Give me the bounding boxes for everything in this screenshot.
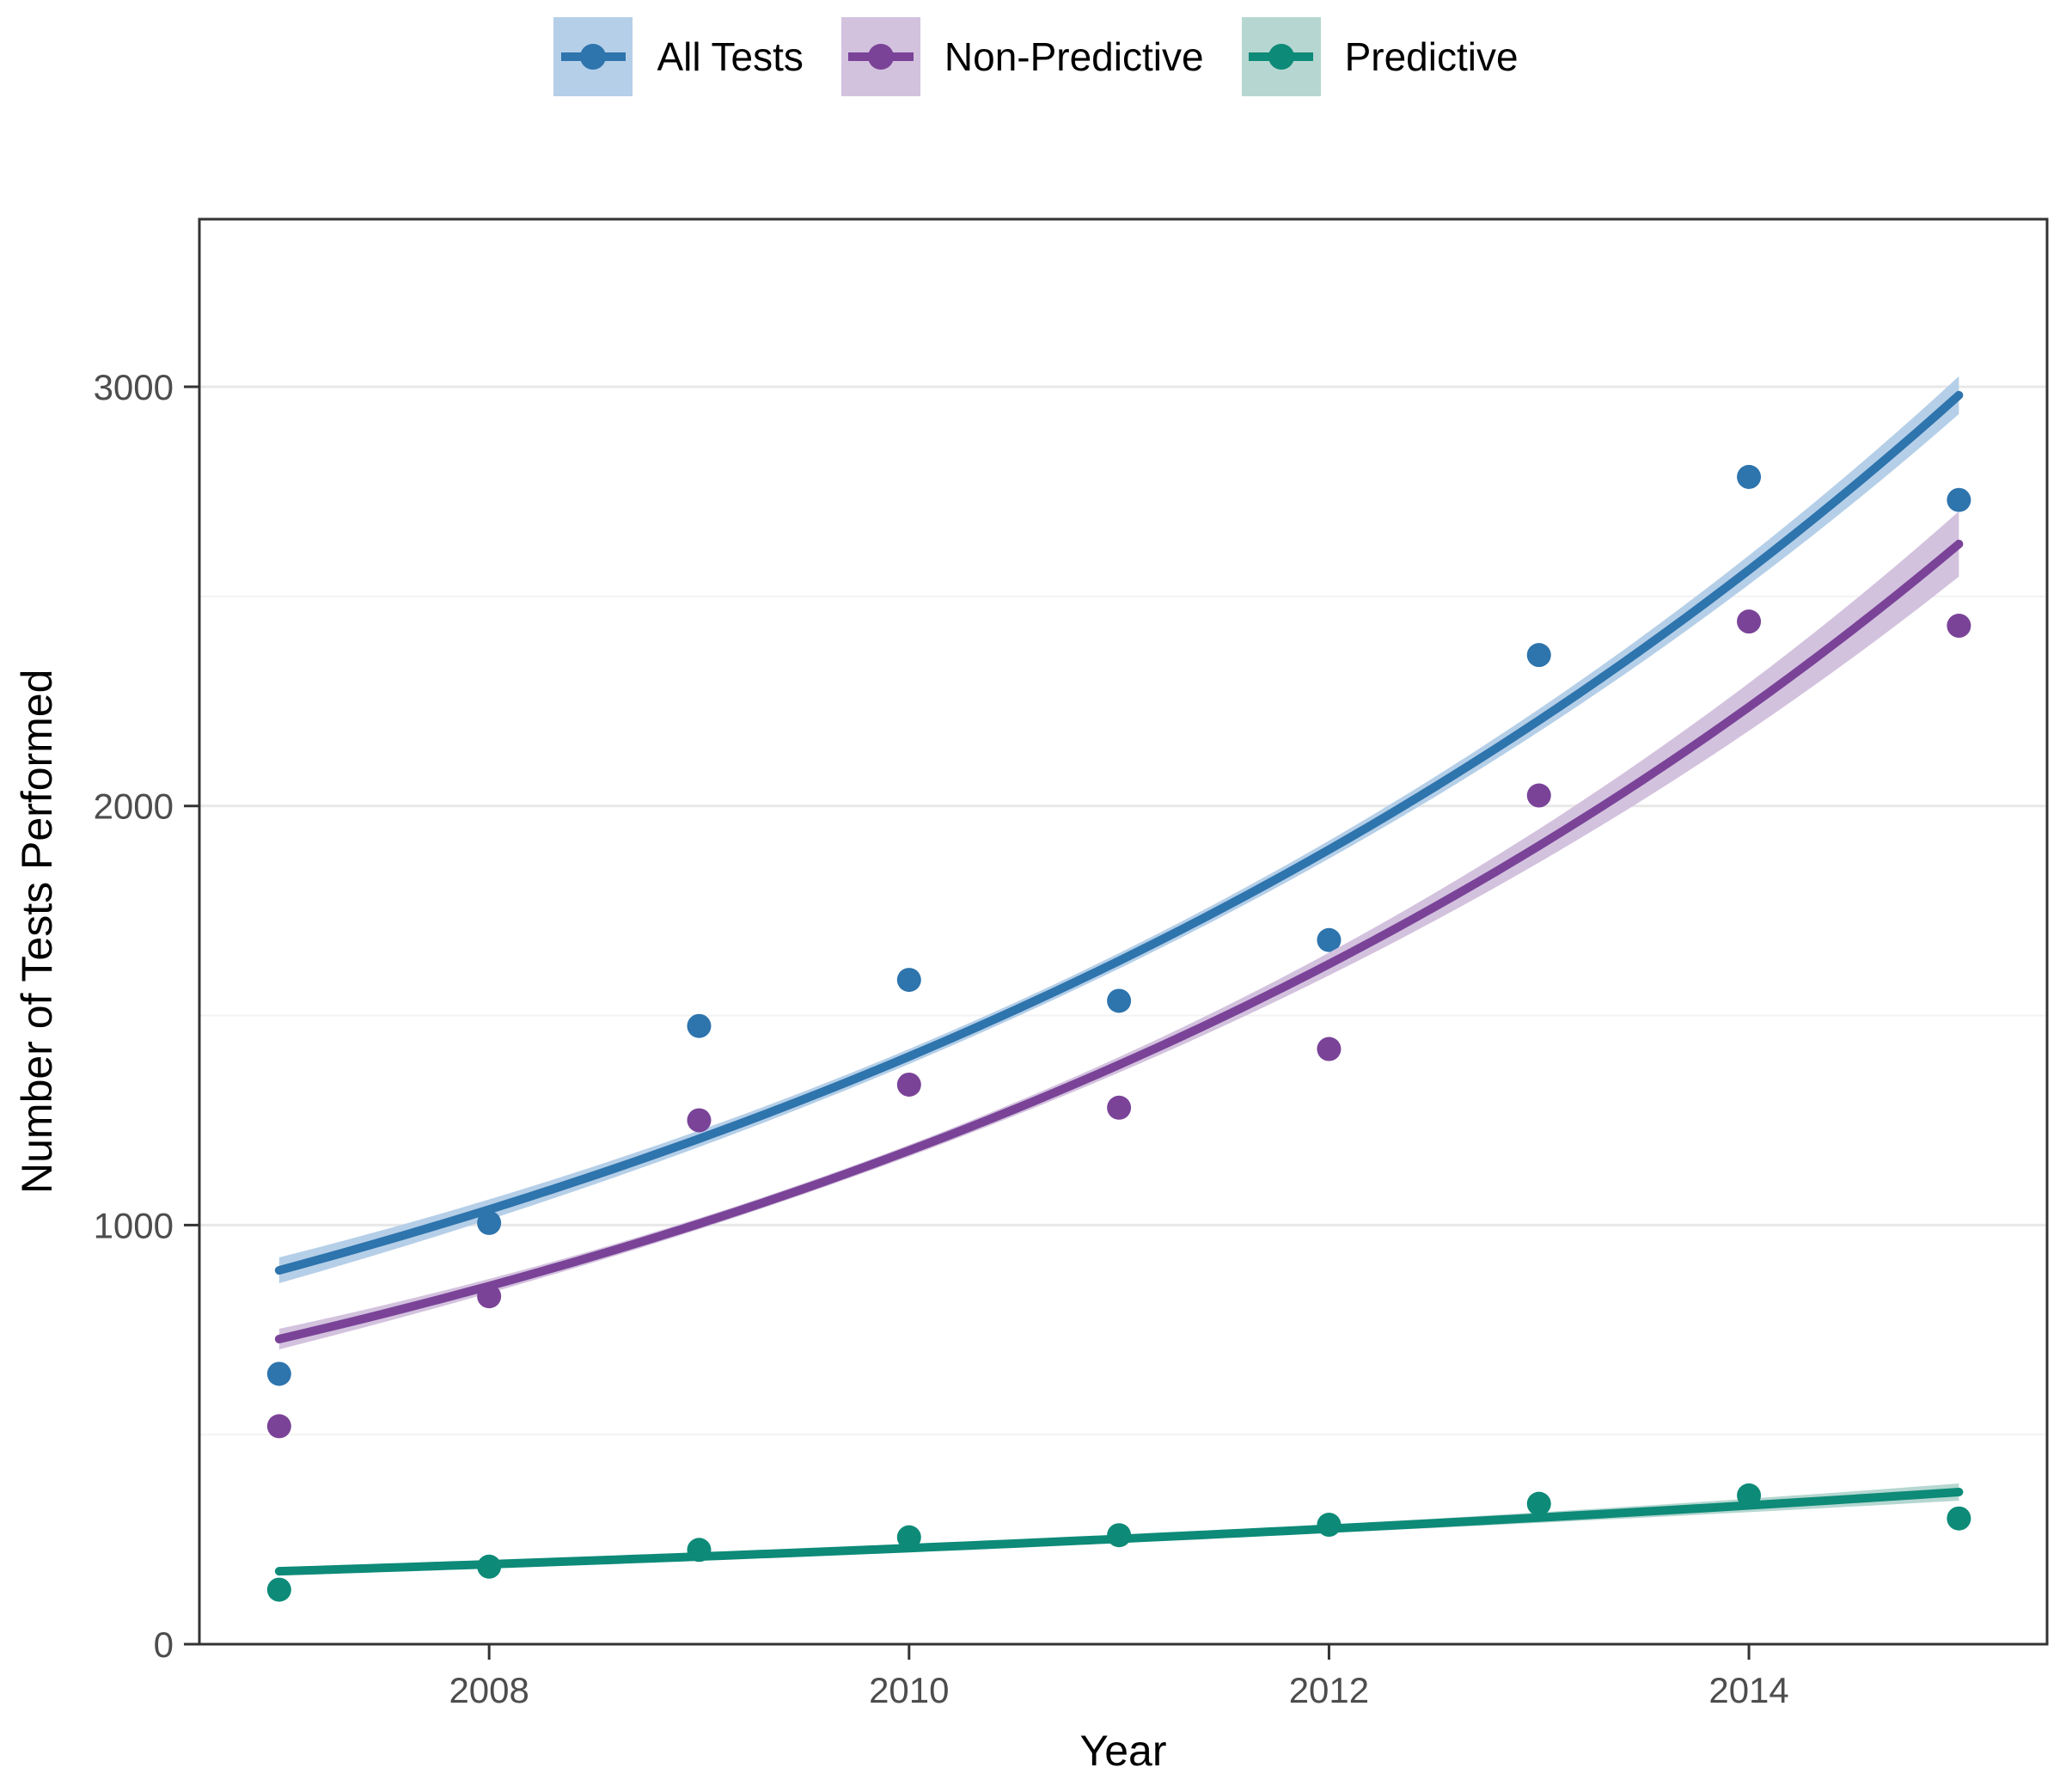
legend-item-all-tests: All Tests (553, 17, 804, 96)
data-point-all-tests (266, 1361, 291, 1386)
legend-label-predictive: Predictive (1344, 34, 1519, 79)
data-point-non-predictive (266, 1414, 291, 1439)
data-point-all-tests (1947, 487, 1971, 512)
y-tick-label: 3000 (94, 367, 174, 407)
y-tick-label: 0 (154, 1624, 174, 1665)
confidence-ribbon-non-predictive (278, 511, 1959, 1349)
confidence-ribbon-all-tests (278, 376, 1959, 1284)
panel-border (198, 217, 2049, 1646)
legend-label-non-predictive: Non-Predictive (944, 34, 1204, 79)
data-point-predictive (896, 1525, 921, 1550)
data-point-all-tests (1526, 643, 1551, 668)
trend-line-all-tests (274, 390, 1964, 1275)
data-point-predictive (266, 1577, 291, 1602)
y-tick-label: 1000 (94, 1205, 174, 1245)
data-point-predictive (1737, 1483, 1762, 1508)
legend-key-swatch-predictive (1241, 17, 1321, 96)
data-point-non-predictive (687, 1108, 712, 1133)
data-point-all-tests (1737, 464, 1762, 489)
x-axis-title: Year (1079, 1727, 1167, 1775)
data-point-predictive (1947, 1506, 1971, 1531)
x-tick-label: 2014 (1708, 1670, 1788, 1710)
x-tick-label: 2008 (449, 1670, 529, 1710)
trend-line-non-predictive (274, 539, 1964, 1343)
x-tick-label: 2010 (869, 1670, 949, 1710)
data-point-predictive (687, 1538, 712, 1563)
legend-item-non-predictive: Non-Predictive (840, 17, 1204, 96)
data-point-non-predictive (1526, 783, 1551, 808)
data-point-all-tests (687, 1013, 712, 1038)
x-tick-label: 2012 (1289, 1670, 1369, 1710)
legend-key-swatch-all-tests (553, 17, 633, 96)
data-point-all-tests (477, 1210, 502, 1235)
data-point-predictive (1107, 1523, 1132, 1548)
data-point-all-tests (1107, 988, 1132, 1013)
data-point-non-predictive (1737, 609, 1762, 634)
data-point-predictive (1526, 1491, 1551, 1516)
data-point-icon (1268, 44, 1294, 70)
legend: All Tests Non-Predictive Predictive (0, 17, 2072, 96)
legend-label-all-tests: All Tests (657, 34, 804, 79)
data-point-non-predictive (896, 1072, 921, 1097)
y-axis-title: Number of Tests Performed (13, 669, 61, 1195)
data-point-non-predictive (1947, 614, 1971, 639)
data-point-all-tests (896, 968, 921, 993)
data-point-non-predictive (1107, 1095, 1132, 1120)
data-point-predictive (1317, 1513, 1342, 1538)
data-point-non-predictive (1317, 1037, 1342, 1061)
y-tick-label: 2000 (94, 786, 174, 827)
data-point-all-tests (1317, 927, 1342, 952)
data-point-icon (867, 44, 894, 70)
data-point-predictive (477, 1554, 502, 1579)
data-point-icon (580, 44, 607, 70)
legend-key-swatch-non-predictive (840, 17, 920, 96)
legend-item-predictive: Predictive (1241, 17, 1519, 96)
data-point-non-predictive (477, 1284, 502, 1309)
